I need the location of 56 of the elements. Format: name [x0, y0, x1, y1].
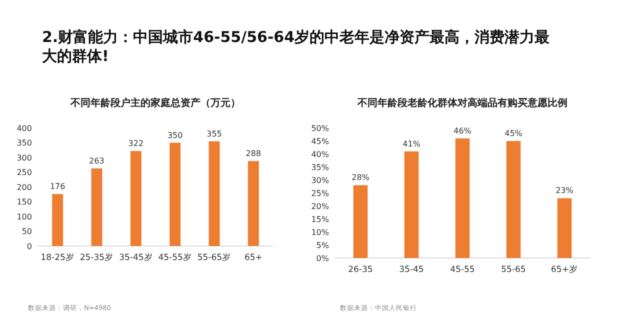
y-tick-label: 0%	[316, 254, 330, 263]
y-tick-label: 30%	[311, 176, 330, 185]
data-label: 263	[89, 156, 104, 166]
y-tick-label: 300	[16, 153, 32, 162]
x-tick-label: 55-65岁	[197, 252, 232, 263]
bar	[506, 141, 521, 258]
bar	[455, 138, 470, 258]
y-tick-label: 400	[16, 124, 32, 133]
y-tick-label: 0	[26, 242, 32, 251]
x-tick-label: 18-25岁	[40, 252, 74, 263]
y-tick-label: 20%	[311, 202, 330, 211]
y-tick-label: 5%	[316, 240, 330, 250]
data-label: 176	[50, 182, 66, 192]
bar	[130, 151, 142, 246]
text: 2.财富能力：中国城市46-55/56-64岁的中老年是净资产最高，消费潜力最大的群体!	[42, 28, 550, 65]
data-label: 23%	[556, 186, 574, 196]
bar	[170, 142, 181, 246]
y-tick-label: 35%	[311, 162, 330, 172]
data-label: 350	[167, 130, 183, 140]
x-tick-label: 65+岁	[551, 264, 578, 275]
data-label: 322	[128, 139, 144, 148]
y-tick-label: 200	[16, 182, 32, 192]
data-label: 28%	[352, 173, 370, 182]
x-tick-label: 35-45岁	[119, 252, 153, 263]
y-tick-label: 25%	[311, 188, 330, 198]
y-tick-label: 50	[22, 227, 32, 236]
data-label: 45%	[504, 129, 523, 138]
y-tick-label: 15%	[311, 214, 330, 224]
x-tick-label: 55-65	[501, 265, 526, 275]
x-tick-label: 65+	[244, 253, 262, 263]
y-tick-label: 10%	[311, 228, 330, 237]
chart-title: 不同年龄段老龄化群体对高端品有购买意愿比例	[356, 97, 568, 109]
bar	[91, 168, 102, 246]
x-tick-label: 45-55	[450, 265, 475, 275]
chart-title: 不同年龄段户主的家庭总资产（万元）	[70, 97, 240, 109]
y-tick-label: 250	[16, 168, 32, 178]
bar	[208, 141, 220, 246]
bar	[557, 198, 572, 258]
bar	[353, 185, 368, 258]
x-tick-label: 35-45	[399, 265, 424, 275]
data-label: 355	[206, 129, 222, 138]
bar	[404, 151, 419, 258]
y-tick-label: 45%	[311, 136, 330, 146]
x-tick-label: 25-35岁	[80, 252, 114, 263]
bar	[52, 194, 64, 246]
data-label: 46%	[454, 126, 472, 136]
bar	[248, 161, 259, 246]
y-tick-label: 100	[16, 212, 32, 222]
data-label: 41%	[402, 139, 421, 148]
y-tick-label: 350	[16, 138, 32, 148]
x-tick-label: 26-35	[348, 265, 373, 275]
x-tick-label: 45-55岁	[158, 252, 192, 263]
y-tick-label: 40%	[311, 150, 330, 159]
data-label: 288	[246, 149, 262, 158]
y-tick-label: 50%	[311, 124, 330, 133]
y-tick-label: 150	[16, 198, 32, 207]
